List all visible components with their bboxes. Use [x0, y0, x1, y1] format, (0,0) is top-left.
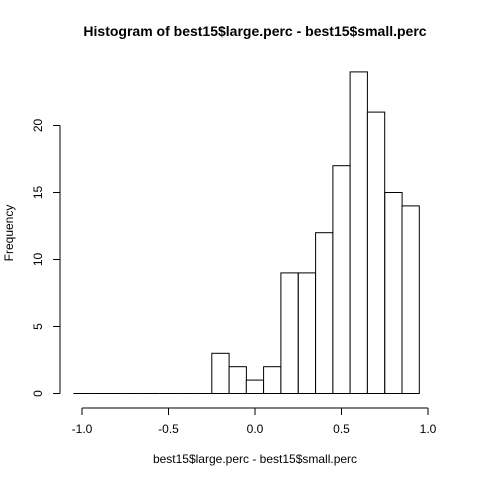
y-tick-label: 15: [31, 186, 45, 200]
histogram-bar: [401, 205, 420, 394]
histogram-bar: [263, 366, 282, 395]
x-tick-label: -1.0: [72, 422, 93, 436]
y-tick-label: 20: [31, 119, 45, 133]
histogram-bar: [384, 192, 403, 394]
x-tick-label: -0.5: [158, 422, 179, 436]
y-tick-label: 10: [31, 253, 45, 267]
histogram-bar: [280, 272, 299, 394]
y-tick-label: 5: [31, 323, 45, 330]
histogram-bar: [366, 111, 386, 394]
x-axis: -1.0 -0.5 0.0 0.5 1.0: [72, 407, 437, 436]
x-axis-label: best15$large.perc - best15$small.perc: [153, 452, 357, 466]
histogram-bar: [211, 352, 230, 394]
x-tick-label: 0.5: [333, 422, 350, 436]
histogram-bar: [297, 272, 317, 394]
histogram-bar: [315, 232, 334, 394]
y-axis: 0 5 10 15 20: [31, 119, 61, 397]
histogram-bar: [349, 71, 368, 395]
chart-title: Histogram of best15$large.perc - best15$…: [83, 23, 426, 39]
histogram-bar: [228, 366, 247, 395]
histogram-bar: [245, 379, 265, 395]
histogram-bar: [332, 165, 351, 394]
x-tick-label: 0.0: [247, 422, 264, 436]
y-axis-label: Frequency: [2, 205, 16, 262]
x-tick-label: 1.0: [420, 422, 437, 436]
bars-group: [73, 71, 420, 395]
y-tick-label: 0: [31, 390, 45, 397]
